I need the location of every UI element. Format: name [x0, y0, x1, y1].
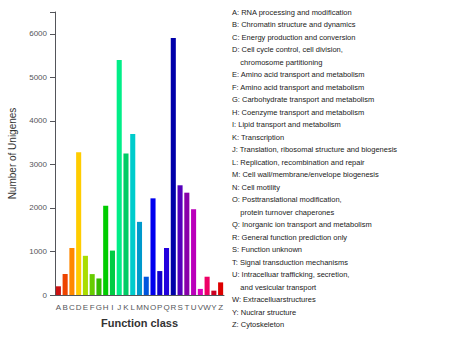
svg-text:1000: 1000: [29, 247, 47, 256]
svg-text:Q: Inorganic ion transport and: Q: Inorganic ion transport and metabolis…: [232, 220, 372, 229]
svg-text:G: G: [96, 303, 102, 312]
svg-text:T: T: [184, 303, 189, 312]
svg-text:U: U: [191, 303, 197, 312]
svg-text:V: V: [197, 302, 203, 312]
svg-text:S: S: [177, 303, 182, 312]
svg-text:K: Transcription: K: Transcription: [232, 133, 284, 142]
svg-text:R: R: [170, 303, 176, 312]
svg-text:F: F: [90, 303, 95, 312]
svg-text:and vesicular transport: and vesicular transport: [232, 283, 317, 292]
svg-text:C: Energy production and conve: C: Energy production and conversion: [232, 33, 355, 42]
svg-text:O: O: [150, 303, 156, 312]
svg-text:C: C: [69, 303, 75, 312]
svg-text:Number of Unigenes: Number of Unigenes: [7, 108, 18, 200]
svg-text:I: Lipid transport and metabol: I: Lipid transport and metabolism: [232, 120, 341, 129]
svg-text:O: Posttranslational modificat: O: Posttranslational modification,: [232, 195, 342, 204]
svg-text:U: Intracelluar trafficking, s: U: Intracelluar trafficking, secretion,: [232, 270, 349, 279]
svg-text:K: K: [123, 303, 129, 312]
svg-text:R: General function prediction: R: General function prediction only: [232, 233, 347, 242]
svg-text:H: H: [103, 303, 109, 312]
svg-text:M: M: [136, 303, 143, 312]
svg-text:B: B: [62, 303, 67, 312]
svg-text:Y: Y: [211, 303, 217, 312]
svg-text:Z: Cytoskeleton: Z: Cytoskeleton: [232, 320, 284, 329]
svg-text:I: I: [111, 303, 113, 312]
svg-text:2000: 2000: [29, 203, 47, 212]
svg-text:P: P: [157, 303, 162, 312]
svg-text:A: RNA processing and modifica: A: RNA processing and modification: [232, 8, 352, 17]
svg-text:H: Coenzyme transport and meta: H: Coenzyme transport and metabolism: [232, 108, 364, 117]
svg-text:Q: Q: [163, 303, 169, 312]
svg-text:A: A: [56, 303, 62, 312]
svg-text:E: Amino acid transport and me: E: Amino acid transport and metabolism: [232, 70, 365, 79]
svg-text:N: N: [143, 303, 149, 312]
svg-text:M: Cell wall/membrane/envelope: M: Cell wall/membrane/envelope biogenesi…: [232, 170, 379, 179]
svg-text:T: Signal transduction mechani: T: Signal transduction mechanisms: [232, 258, 348, 267]
svg-text:Y: Nuclrar structure: Y: Nuclrar structure: [232, 308, 296, 317]
svg-text:N: Cell motility: N: Cell motility: [232, 183, 280, 192]
svg-text:protein turnover chaperones: protein turnover chaperones: [232, 208, 334, 217]
svg-text:D: D: [76, 303, 82, 312]
svg-text:6000: 6000: [29, 29, 47, 38]
svg-text:J: Translation, ribosomal stru: J: Translation, ribosomal structure and …: [232, 145, 397, 154]
svg-text:4000: 4000: [29, 116, 47, 125]
svg-text:W: Extracelluarstructures: W: Extracelluarstructures: [232, 295, 316, 304]
svg-text:E: E: [83, 303, 88, 312]
svg-text:Z: Z: [218, 303, 223, 312]
svg-text:chromosome partitioning: chromosome partitioning: [232, 58, 322, 67]
svg-text:0: 0: [43, 291, 48, 300]
svg-text:S: Function unknown: S: Function unknown: [232, 245, 302, 254]
svg-text:B: Chromatin structure and dyn: B: Chromatin structure and dynamics: [232, 20, 356, 29]
svg-text:5000: 5000: [29, 73, 47, 82]
svg-text:G: Carbohydrate transport and: G: Carbohydrate transport and metabolism: [232, 95, 374, 104]
svg-text:W: W: [203, 303, 211, 312]
svg-text:L: L: [131, 303, 136, 312]
svg-text:F: Amino acid transport and me: F: Amino acid transport and metabolism: [232, 83, 364, 92]
svg-text:D: Cell cycle control, cell di: D: Cell cycle control, cell division,: [232, 45, 343, 54]
svg-text:Function class: Function class: [101, 317, 178, 329]
svg-text:3000: 3000: [29, 160, 47, 169]
svg-text:J: J: [117, 303, 121, 312]
svg-text:L: Replication, recombination: L: Replication, recombination and repair: [232, 158, 365, 167]
